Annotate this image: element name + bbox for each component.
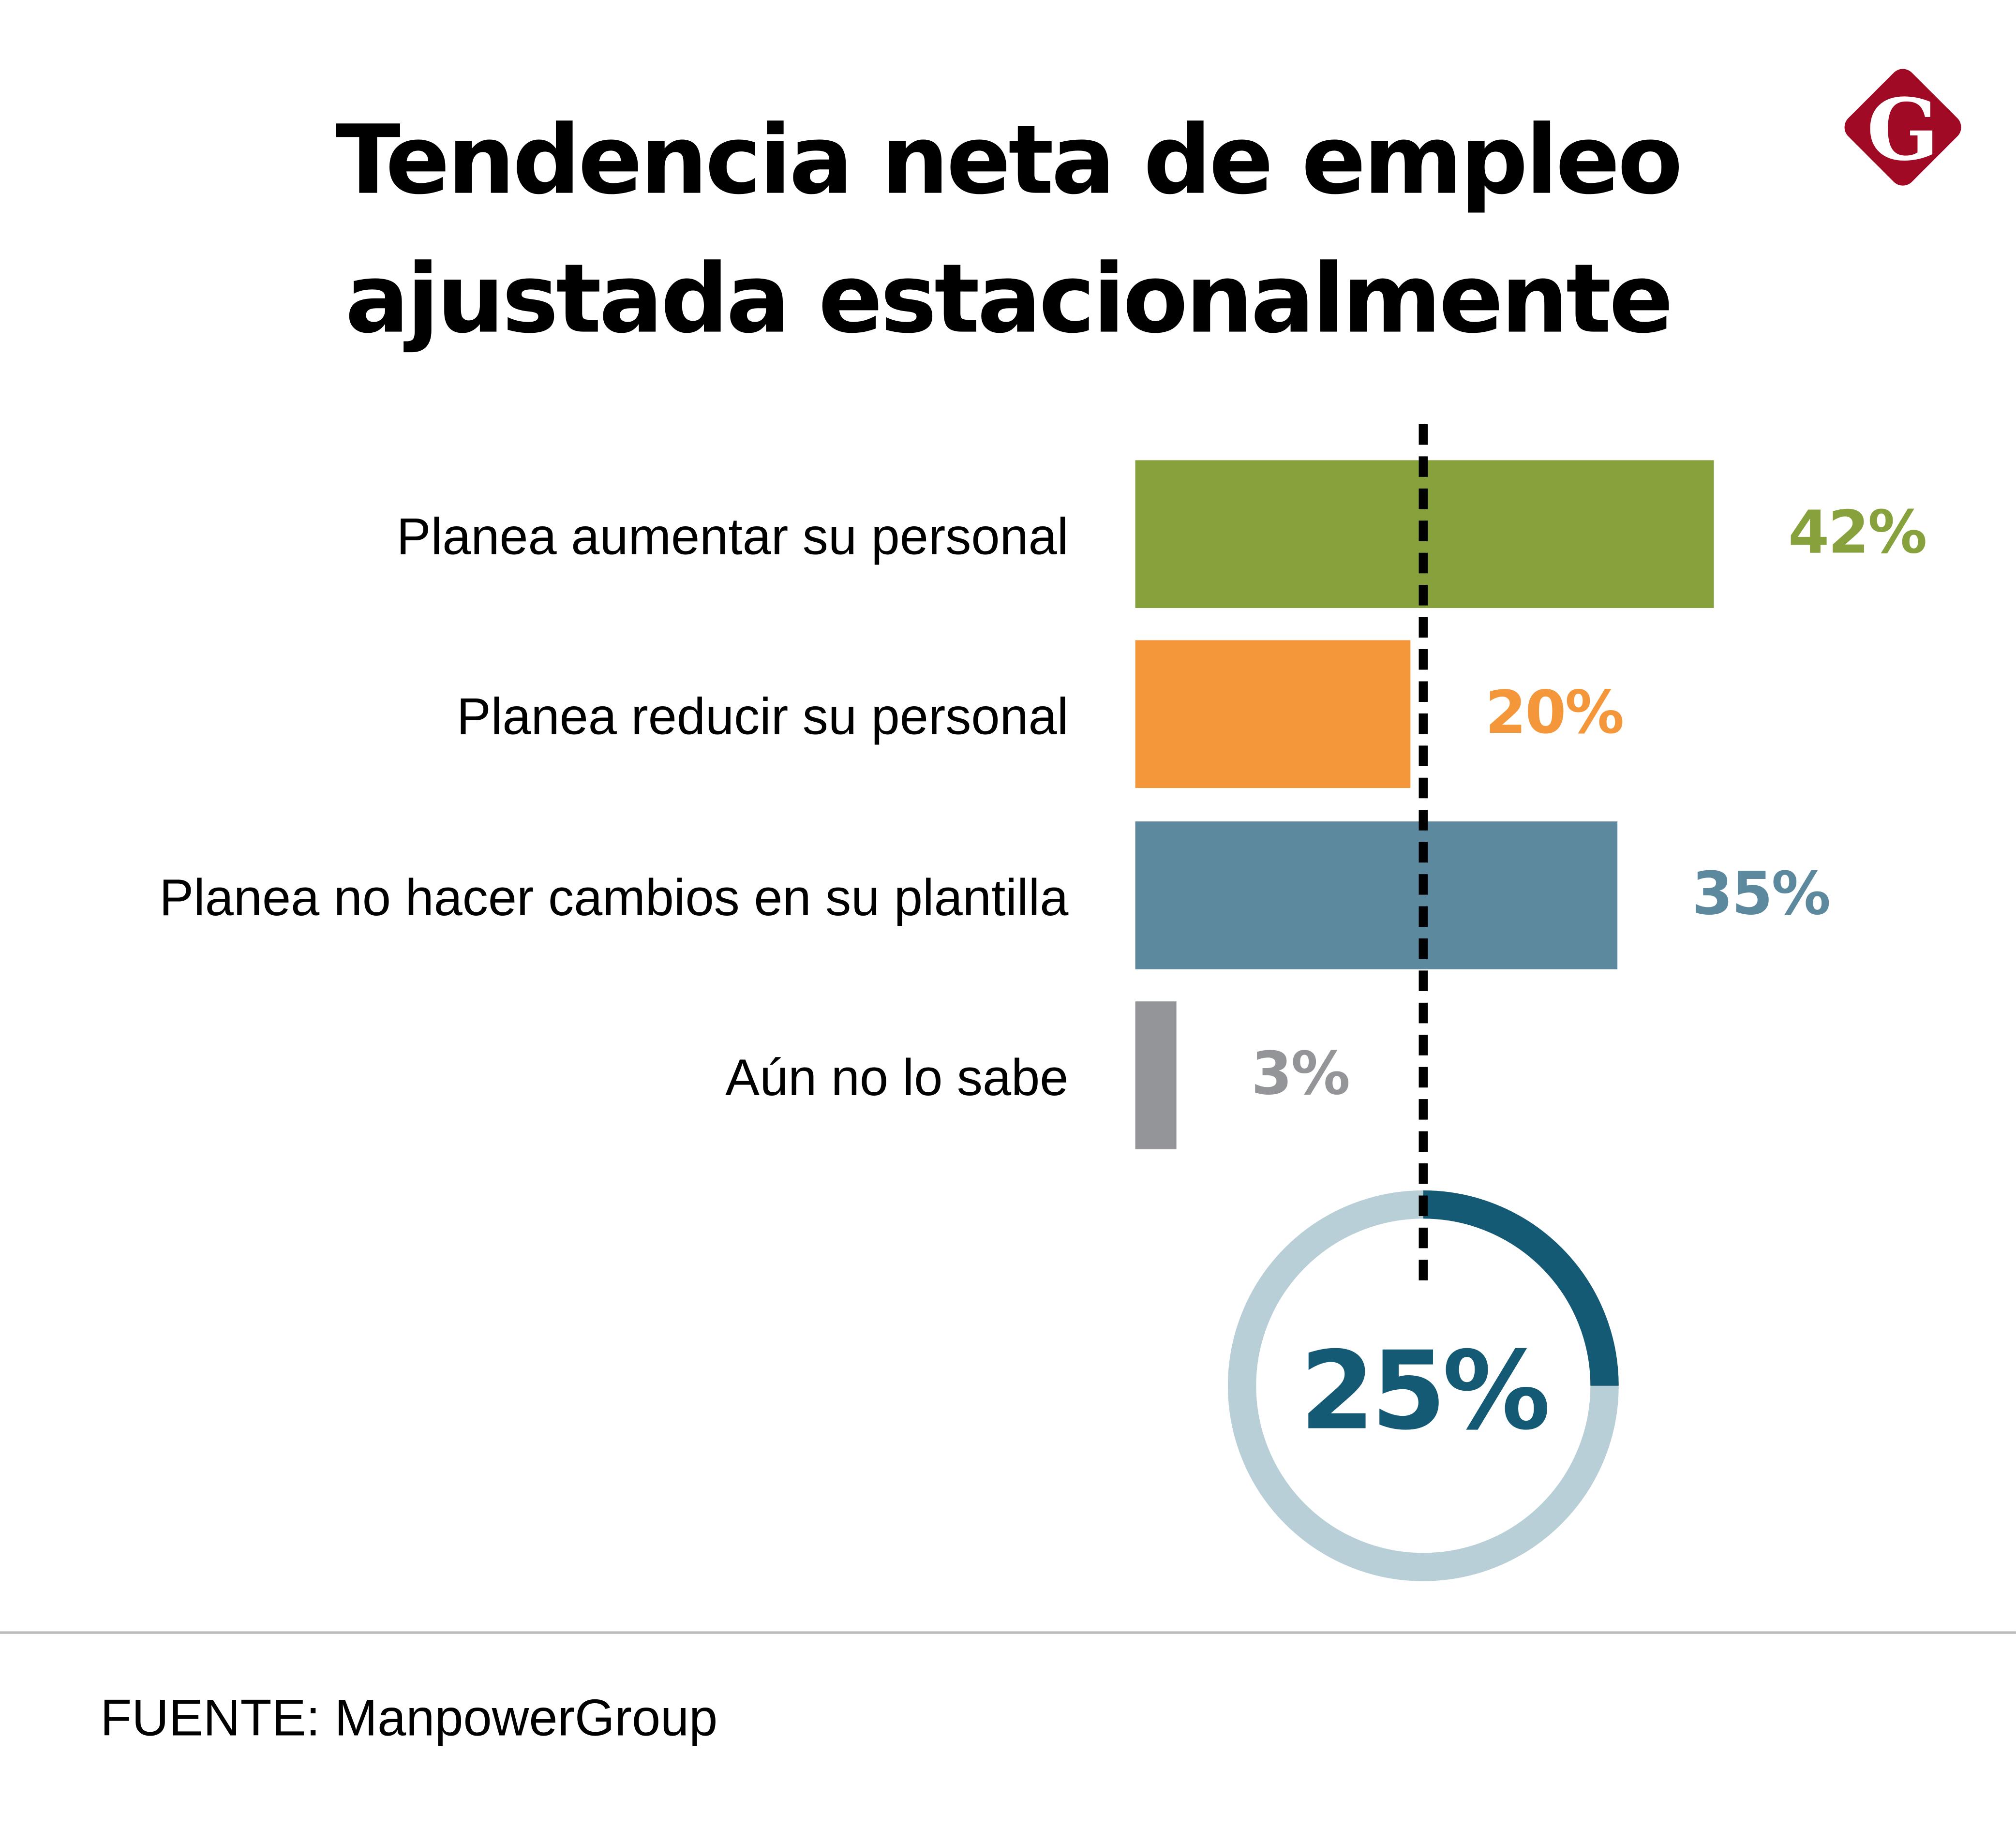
category-label: Planea reducir su personal: [456, 689, 1069, 746]
value-label: 20%: [1485, 677, 1624, 747]
logo-g-icon: G: [1844, 69, 1961, 186]
ring-arc: [1423, 1190, 1619, 1386]
value-label: 42%: [1788, 497, 1927, 567]
value-label: 35%: [1691, 859, 1831, 928]
value-label: 3%: [1251, 1039, 1350, 1108]
source-note: FUENTE: ManpowerGroup: [100, 1690, 718, 1747]
title-line-1: Tendencia neta de empleo: [335, 105, 1683, 216]
svg-text:G: G: [1867, 80, 1939, 180]
net-employment-value: 25%: [1299, 1328, 1551, 1454]
category-label: Aún no lo sabe: [725, 1050, 1069, 1107]
category-label: Planea no hacer cambios en su plantilla: [159, 870, 1069, 927]
category-label: Planea aumentar su personal: [396, 509, 1069, 566]
title-line-2: ajustada estacionalmente: [345, 244, 1673, 355]
bar: [1135, 460, 1714, 608]
bar: [1135, 640, 1411, 788]
bar: [1135, 821, 1617, 969]
bar: [1135, 1001, 1177, 1149]
divider: [0, 1631, 2016, 1634]
